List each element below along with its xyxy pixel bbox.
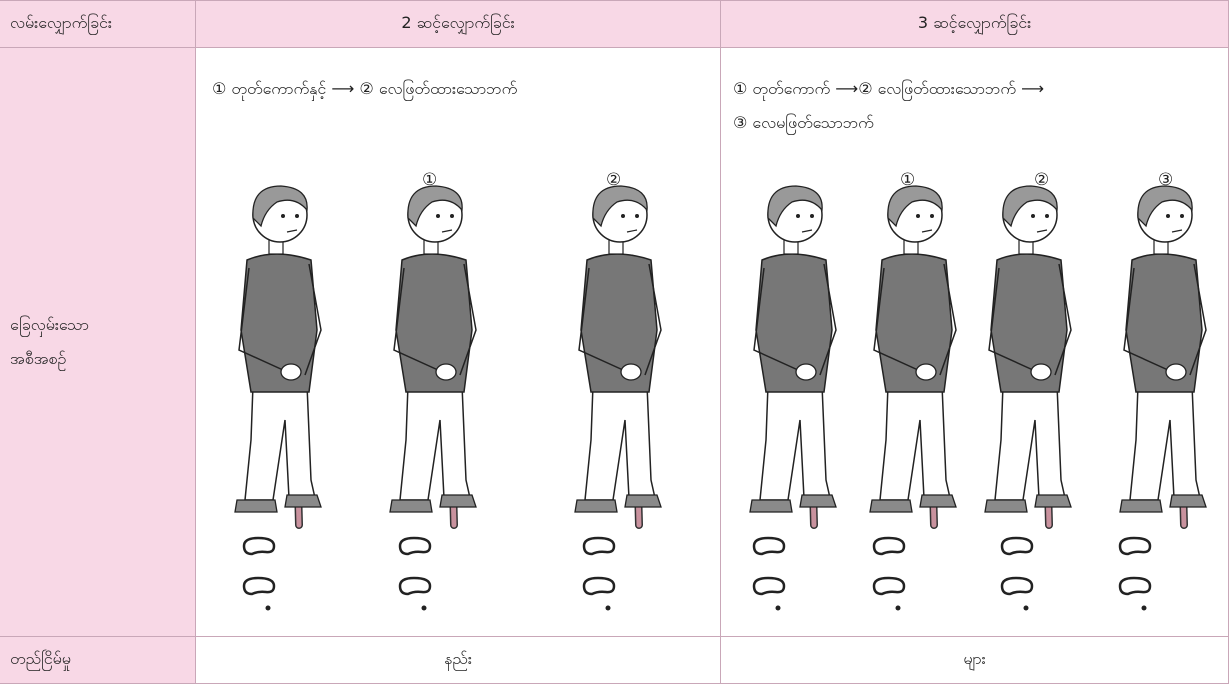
figure <box>575 186 661 612</box>
figure <box>870 186 956 612</box>
figure-label: ③ <box>1158 170 1174 190</box>
description-line: ③ လေမဖြတ်သောဘက် <box>733 113 874 132</box>
figure <box>750 186 836 612</box>
figure-label: ② <box>606 170 622 190</box>
header-cell: 2 ဆင့်လျှောက်ခြင်း <box>196 0 721 48</box>
cell-text: များ <box>963 649 986 668</box>
row-label: ခြေလှမ်းသော <box>10 315 89 334</box>
cell <box>196 48 721 637</box>
figure-label: ① <box>900 170 916 190</box>
header-cell: 3 ဆင့်လျှောက်ခြင်း <box>721 0 1229 48</box>
figure <box>390 186 476 612</box>
header-text: 3 ဆင့်လျှောက်ခြင်း <box>917 13 1032 32</box>
cell-text: နည်း <box>444 649 472 668</box>
header-cell: လမ်းလျှောက်ခြင်း <box>0 0 196 48</box>
figure <box>1120 186 1206 612</box>
row-label: တည်ငြိမ်မှု <box>10 649 71 668</box>
row-label-cell: ခြေလှမ်းသောအစီအစဉ် <box>0 48 196 637</box>
row-label: အစီအစဉ် <box>10 349 67 368</box>
figure <box>985 186 1071 612</box>
description: ① တုတ်ကောက် ⟶② လေဖြတ်ထားသောဘက် ⟶ ③ လေမဖြတ… <box>733 72 1044 140</box>
header-text: လမ်းလျှောက်ခြင်း <box>10 13 112 32</box>
figure-label: ② <box>1034 170 1050 190</box>
figure <box>235 186 321 612</box>
header-text: 2 ဆင့်လျှောက်ခြင်း <box>401 13 515 32</box>
description: ① တုတ်ကောက်နှင့် ⟶ ② လေဖြတ်ထားသောဘက် <box>212 79 518 98</box>
figure-label: ① <box>422 170 438 190</box>
description-line: ① တုတ်ကောက် ⟶② လေဖြတ်ထားသောဘက် ⟶ <box>733 79 1045 98</box>
